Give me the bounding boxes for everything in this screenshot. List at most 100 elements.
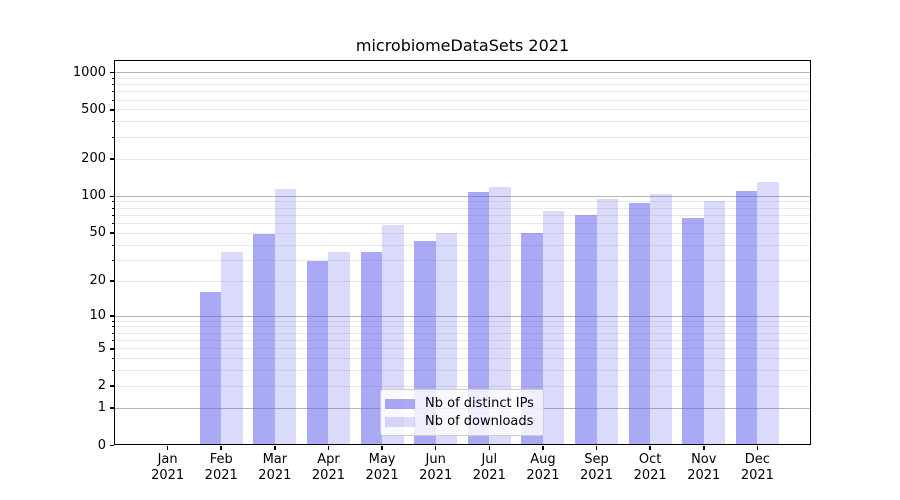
- legend-swatch-downloads: [385, 417, 415, 427]
- x-tick-label: May 2021: [365, 451, 399, 483]
- gridline-minor: [114, 84, 811, 86]
- bar-downloads-mar: [274, 189, 297, 445]
- x-tick-mark: [756, 445, 759, 450]
- y-minor-tick-mark: [111, 332, 114, 334]
- x-tick-label: Apr 2021: [311, 451, 345, 483]
- x-tick-label: Sep 2021: [579, 451, 614, 483]
- chart-title: microbiomeDataSets 2021: [355, 36, 570, 55]
- gridline-minor: [114, 207, 811, 209]
- y-tick-label: 5: [97, 340, 106, 356]
- bar-distinct-ips-dec: [735, 190, 758, 445]
- bar-distinct-ips-sep: [575, 214, 597, 445]
- legend-item-downloads: Nb of downloads: [385, 413, 535, 431]
- bar-distinct-ips-oct: [628, 202, 651, 445]
- gridline-minor: [114, 109, 811, 111]
- gridline-minor: [114, 136, 811, 138]
- x-tick-mark: [488, 445, 491, 450]
- legend-label-distinct-ips: Nb of distinct IPs: [425, 396, 534, 411]
- x-tick-mark: [434, 445, 437, 450]
- bar-distinct-ips-apr: [307, 261, 329, 445]
- legend: Nb of distinct IPs Nb of downloads: [380, 389, 544, 436]
- bar-distinct-ips-nov: [682, 218, 704, 445]
- x-tick-label: Jan 2021: [151, 451, 185, 483]
- x-tick-mark: [327, 445, 330, 450]
- y-tick-label: 1000: [72, 64, 106, 80]
- y-minor-tick-mark: [111, 109, 114, 111]
- y-minor-tick-mark: [111, 99, 114, 101]
- x-tick-mark: [703, 445, 705, 450]
- gridline-minor: [114, 244, 811, 246]
- y-minor-tick-mark: [111, 280, 114, 282]
- y-minor-tick-mark: [111, 232, 114, 234]
- gridline-minor: [114, 77, 811, 79]
- x-tick-mark: [595, 445, 598, 450]
- y-minor-tick-mark: [111, 326, 114, 328]
- gridline-minor: [114, 91, 811, 93]
- x-tick-label: Nov 2021: [687, 451, 721, 483]
- x-tick-label: Dec 2021: [740, 451, 774, 483]
- gridline-minor: [114, 332, 811, 334]
- gridline-minor: [114, 280, 811, 282]
- gridline-minor: [114, 214, 811, 216]
- y-tick-label: 0: [97, 437, 106, 453]
- bar-downloads-apr: [328, 251, 350, 445]
- x-tick-label: Oct 2021: [633, 451, 667, 483]
- y-minor-tick-mark: [111, 77, 114, 79]
- bar-downloads-nov: [703, 201, 726, 445]
- x-tick-mark: [381, 445, 383, 450]
- y-minor-tick-mark: [111, 223, 114, 225]
- legend-label-downloads: Nb of downloads: [425, 414, 534, 429]
- y-tick-label: 1: [97, 400, 106, 416]
- bar-downloads-oct: [650, 193, 672, 445]
- bar-downloads-feb: [221, 251, 243, 445]
- y-tick-label: 2: [97, 378, 106, 394]
- y-tick-label: 10: [89, 308, 106, 324]
- gridline-minor: [114, 358, 811, 360]
- y-minor-tick-mark: [111, 358, 114, 360]
- y-minor-tick-mark: [111, 121, 114, 123]
- x-tick-label: Jul 2021: [472, 451, 506, 483]
- bar-downloads-aug: [542, 211, 565, 445]
- y-minor-tick-mark: [111, 91, 114, 93]
- gridline-minor: [114, 121, 811, 123]
- bar-downloads-sep: [596, 198, 618, 445]
- legend-swatch-distinct-ips: [385, 399, 415, 409]
- bar-distinct-ips-jul: [467, 192, 490, 445]
- x-tick-label: Feb 2021: [204, 451, 238, 483]
- y-minor-tick-mark: [111, 214, 114, 216]
- legend-item-distinct-ips: Nb of distinct IPs: [385, 395, 535, 413]
- y-tick-mark: [110, 195, 114, 198]
- y-minor-tick-mark: [111, 136, 114, 138]
- gridline-minor: [114, 326, 811, 328]
- gridline-minor: [114, 348, 811, 350]
- y-minor-tick-mark: [111, 158, 114, 160]
- gridline-minor: [114, 223, 811, 225]
- gridline-major: [114, 315, 811, 317]
- y-tick-mark: [110, 407, 114, 409]
- y-tick-mark: [110, 444, 114, 447]
- y-minor-tick-mark: [111, 348, 114, 350]
- gridline-minor: [114, 259, 811, 261]
- y-minor-tick-mark: [111, 339, 114, 341]
- y-minor-tick-mark: [111, 201, 114, 203]
- y-minor-tick-mark: [111, 84, 114, 86]
- y-tick-label: 200: [81, 151, 106, 167]
- y-tick-mark: [110, 315, 114, 317]
- x-tick-mark: [274, 445, 276, 450]
- gridline-minor: [114, 158, 811, 160]
- bar-distinct-ips-feb: [199, 292, 222, 445]
- x-tick-label: Jun 2021: [419, 451, 453, 483]
- x-tick-mark: [542, 445, 544, 450]
- y-minor-tick-mark: [111, 244, 114, 246]
- y-minor-tick-mark: [111, 385, 114, 387]
- y-tick-mark: [110, 71, 114, 74]
- y-tick-label: 20: [89, 273, 106, 289]
- y-tick-label: 100: [81, 188, 106, 204]
- plot-area: Nb of distinct IPs Nb of downloads: [114, 60, 811, 445]
- gridline-minor: [114, 385, 811, 387]
- x-tick-label: Mar 2021: [258, 451, 292, 483]
- x-tick-mark: [220, 445, 222, 450]
- x-tick-label: Aug 2021: [526, 451, 560, 483]
- gridline-minor: [114, 99, 811, 101]
